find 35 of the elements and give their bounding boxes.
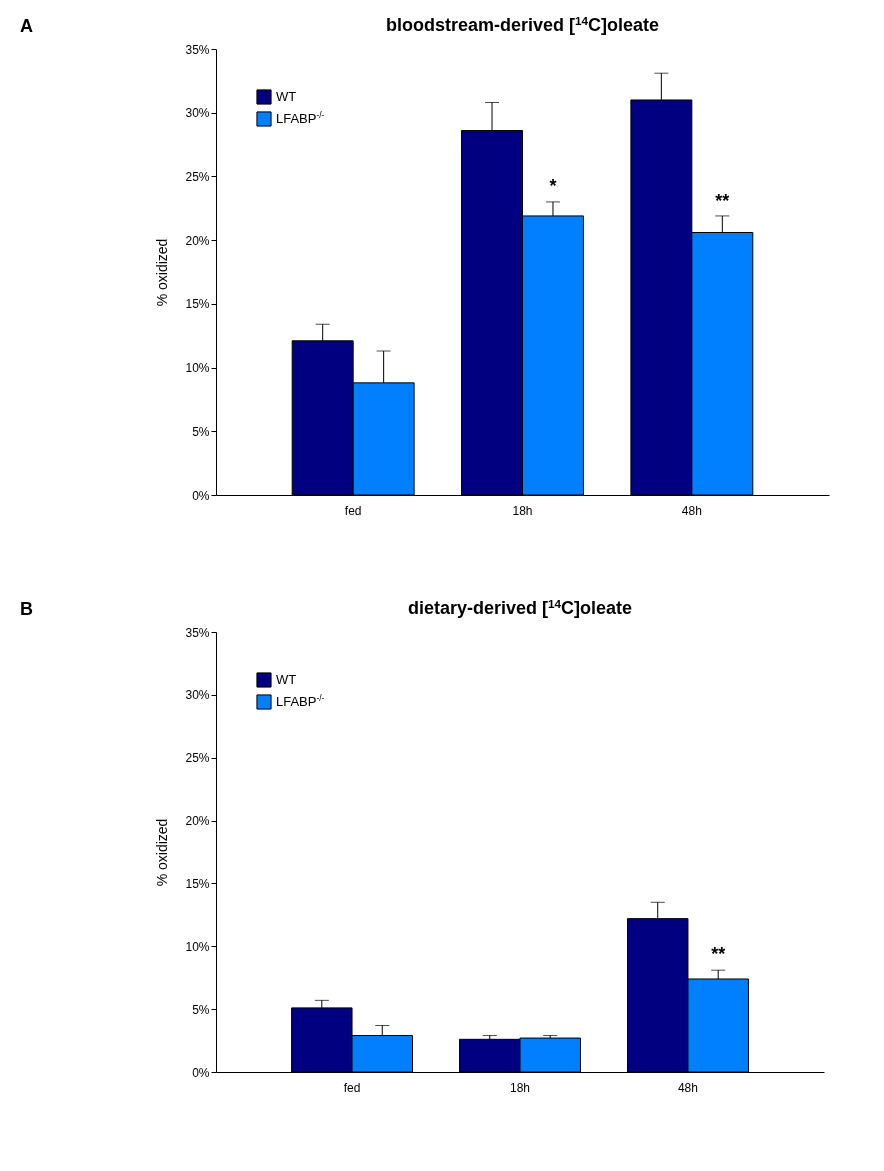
y-tick-label: 35%	[185, 42, 210, 57]
y-tick-label: 15%	[185, 297, 210, 312]
text: A	[20, 16, 33, 37]
y-tick-label: 5%	[192, 424, 210, 439]
y-tick-label: 20%	[185, 814, 210, 829]
y-tick-label: 20%	[185, 233, 210, 248]
y-tick-label: 25%	[185, 751, 210, 766]
x-tick-label: 18h	[512, 503, 533, 518]
y-tick-label: 10%	[185, 361, 210, 376]
chart-title: bloodstream-derived [$^{14}$C]oleate	[385, 13, 660, 35]
x-tick-label: 48h	[677, 1080, 698, 1095]
legend-label: LFABP$^{-/-}$	[276, 693, 325, 709]
x-tick-label: 18h	[509, 1080, 531, 1095]
y-tick-label: 30%	[185, 106, 210, 121]
annotation: **	[711, 943, 726, 964]
y-tick-label: 15%	[185, 876, 210, 891]
x-tick-label: fed	[344, 503, 362, 518]
y-tick-label: 25%	[185, 169, 210, 184]
legend-label: WT	[276, 89, 297, 104]
legend-label: LFABP$^{-/-}$	[276, 110, 325, 126]
y-axis-title: % oxidized	[154, 238, 171, 307]
annotation: **	[715, 190, 730, 211]
y-axis-title: % oxidized	[154, 818, 171, 887]
x-tick-label: 48h	[681, 503, 702, 518]
y-tick-label: 0%	[192, 1065, 210, 1080]
legend-label: WT	[276, 672, 297, 687]
annotation: *	[549, 175, 557, 196]
y-tick-label: 10%	[185, 939, 210, 954]
y-tick-label: 30%	[185, 688, 210, 703]
y-tick-label: 0%	[192, 488, 210, 503]
y-tick-label: 35%	[185, 625, 210, 640]
chart-title: dietary-derived [$^{14}$C]oleate	[407, 596, 633, 618]
x-tick-label: fed	[343, 1080, 361, 1095]
y-tick-label: 5%	[192, 1002, 210, 1017]
text: B	[20, 599, 33, 620]
